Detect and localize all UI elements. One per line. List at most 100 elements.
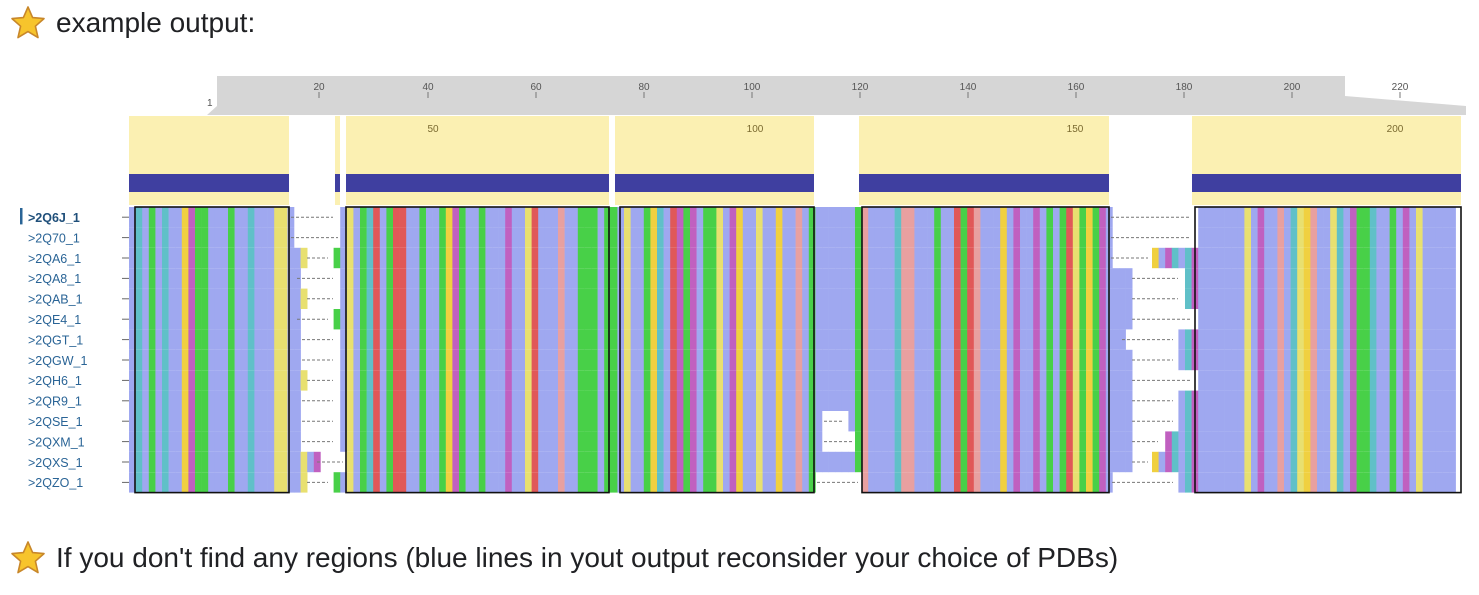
sequence-label[interactable]: >2QE4_1: [28, 313, 81, 327]
residue-cell: [1396, 411, 1404, 432]
residue-cell: [1079, 431, 1087, 452]
residue-cell: [175, 268, 183, 289]
residue-cell: [201, 227, 209, 248]
residue-cell: [1449, 227, 1456, 248]
residue-cell: [571, 431, 579, 452]
sequence-label[interactable]: >2QGW_1: [28, 354, 87, 368]
residue-cell: [274, 370, 282, 391]
residue-cell: [1000, 451, 1008, 473]
residue-cell: [861, 472, 869, 493]
residue-cell: [663, 329, 671, 350]
residue-cell: [1079, 288, 1087, 309]
sequence-label[interactable]: >2QXM_1: [28, 435, 85, 449]
row-selection-marker: [20, 208, 23, 225]
residue-cell: [1429, 207, 1437, 228]
residue-cell: [657, 472, 664, 493]
residue-cell: [676, 288, 684, 309]
residue-cell: [610, 390, 618, 411]
residue-cell: [901, 370, 909, 391]
residue-cell: [769, 390, 777, 411]
residue-cell: [439, 451, 447, 473]
residue-cell: [1237, 268, 1245, 289]
residue-cell: [663, 411, 671, 432]
residue-cell: [1376, 268, 1384, 289]
sequence-label[interactable]: >2QA8_1: [28, 272, 81, 286]
residue-cell: [756, 247, 763, 269]
residue-cell: [1257, 411, 1265, 432]
residue-cell: [214, 309, 222, 330]
residue-cell: [643, 411, 651, 432]
residue-cell: [280, 247, 288, 269]
residue-cell: [518, 329, 526, 350]
residue-cell: [1416, 431, 1423, 452]
residue-cell: [954, 370, 961, 391]
residue-cell: [1000, 431, 1008, 452]
residue-cell: [1125, 411, 1133, 432]
sequence-label[interactable]: >2Q70_1: [28, 231, 80, 245]
sequence-label[interactable]: >2QAB_1: [28, 293, 83, 307]
residue-cell: [241, 370, 249, 391]
residue-cell: [280, 349, 288, 371]
residue-cell: [511, 329, 519, 350]
residue-cell: [1435, 411, 1443, 432]
residue-cell: [1350, 370, 1357, 391]
residue-cell: [789, 207, 796, 228]
sequence-label[interactable]: >2QR9_1: [28, 395, 82, 409]
sequence-label[interactable]: >2QSE_1: [28, 415, 83, 429]
residue-cell: [1376, 247, 1384, 269]
residue-cell: [676, 309, 684, 330]
residue-cell: [254, 247, 262, 269]
residue-cell: [1066, 349, 1074, 371]
residue-cell: [1099, 451, 1107, 473]
residue-cell: [142, 370, 150, 391]
residue-cell: [1079, 472, 1087, 493]
residue-cell: [973, 370, 981, 391]
residue-cell: [795, 472, 803, 493]
residue-cell: [498, 451, 506, 473]
sequence-label[interactable]: >2QA6_1: [28, 252, 81, 266]
residue-cell: [987, 349, 994, 371]
sequence-label[interactable]: >2QXS_1: [28, 456, 83, 470]
residue-cell: [1270, 411, 1278, 432]
residue-cell: [214, 472, 222, 493]
residue-cell: [129, 472, 136, 493]
residue-cell: [597, 207, 605, 228]
residue-cell: [1284, 247, 1291, 269]
residue-cell: [716, 227, 724, 248]
sequence-label[interactable]: >2QZO_1: [28, 476, 83, 490]
residue-cell: [340, 247, 348, 269]
residue-cell: [1442, 288, 1450, 309]
sequence-label[interactable]: >2QGT_1: [28, 333, 83, 347]
residue-cell: [1429, 472, 1437, 493]
residue-cell: [954, 247, 961, 269]
residue-cell: [914, 247, 922, 269]
residue-cell: [1330, 309, 1338, 330]
residue-cell: [558, 451, 565, 473]
residue-cell: [980, 431, 988, 452]
residue-cell: [353, 349, 361, 371]
residue-cell: [274, 207, 282, 228]
residue-cell: [1303, 472, 1311, 493]
residue-cell: [406, 329, 414, 350]
residue-cell: [1396, 247, 1404, 269]
sequence-label[interactable]: >2QH6_1: [28, 374, 82, 388]
residue-cell: [888, 431, 895, 452]
residue-cell: [577, 431, 585, 452]
sequence-label[interactable]: >2Q6J_1: [28, 211, 80, 225]
residue-cell: [1449, 472, 1456, 493]
residue-cell: [366, 370, 374, 391]
residue-cell: [1277, 451, 1285, 473]
residue-cell: [742, 472, 750, 493]
residue-cell: [1330, 247, 1338, 269]
residue-cell: [148, 370, 156, 391]
residue-cell: [987, 472, 994, 493]
residue-cell: [888, 247, 895, 269]
residue-cell: [690, 451, 697, 473]
residue-cell: [267, 370, 275, 391]
residue-cell: [610, 472, 618, 493]
region-bar: [859, 174, 1109, 192]
residue-cell: [934, 411, 942, 432]
residue-cell: [789, 288, 796, 309]
residue-cell: [1422, 411, 1430, 432]
residue-cell: [835, 288, 843, 309]
